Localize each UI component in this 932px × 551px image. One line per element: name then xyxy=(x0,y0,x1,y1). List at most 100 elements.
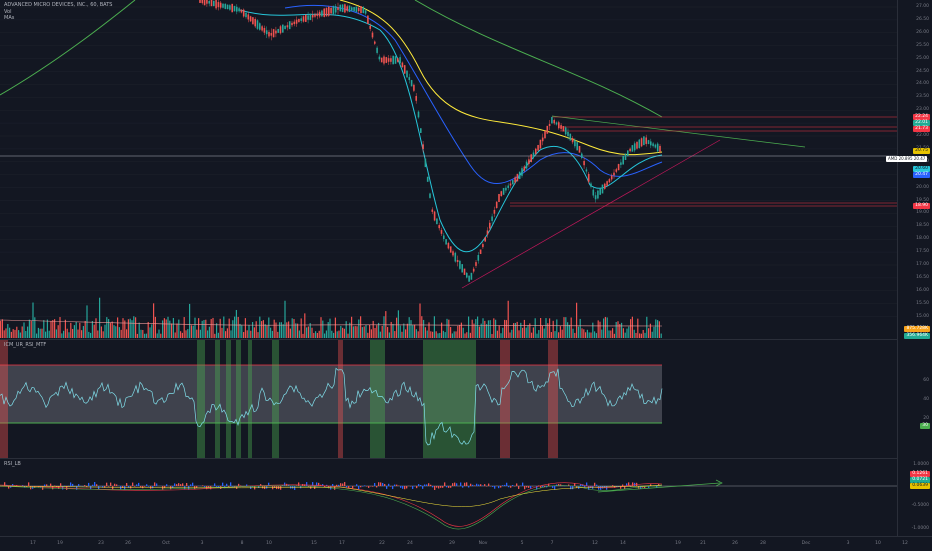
lb-histogram-bar xyxy=(294,486,295,490)
volume-bar xyxy=(540,318,541,338)
candle-body xyxy=(597,191,599,199)
lb-histogram-bar xyxy=(166,484,167,486)
volume-bar xyxy=(553,321,554,338)
price-tick: 25.00 xyxy=(916,56,929,61)
price-chart[interactable] xyxy=(0,0,898,339)
volume-bar xyxy=(40,329,41,338)
candle-body xyxy=(450,246,452,252)
rsi-pane[interactable]: ICM_UR_RSI_MTF xyxy=(0,340,898,458)
volume-bar xyxy=(394,331,395,338)
rsi-highlight xyxy=(197,340,205,458)
volume-bar xyxy=(538,330,539,338)
time-label: 29 xyxy=(449,541,455,546)
volume-bar xyxy=(652,332,653,338)
volume-bar xyxy=(115,326,116,338)
volume-bar xyxy=(22,326,23,338)
rsi-highlight xyxy=(226,340,231,458)
volume-bar xyxy=(189,304,190,338)
time-label: Nov xyxy=(479,541,488,546)
volume-bar xyxy=(74,325,75,338)
volume-bar xyxy=(149,327,150,338)
rsi-highlight xyxy=(370,340,385,458)
ma-indicator-label[interactable]: MAs xyxy=(4,15,112,22)
candle-body xyxy=(579,146,581,153)
volume-bar xyxy=(518,330,519,338)
volume-bar xyxy=(196,330,197,338)
price-tick: 26.50 xyxy=(916,17,929,22)
candle-body xyxy=(319,12,321,17)
lb-histogram-bar xyxy=(396,485,397,486)
candle-body xyxy=(466,273,468,278)
volume-bar xyxy=(369,325,370,338)
price-tick: 15.00 xyxy=(916,314,929,319)
volume-bar xyxy=(72,329,73,338)
volume-bar xyxy=(437,333,438,338)
volume-bar xyxy=(479,327,480,338)
candle-body xyxy=(220,3,222,8)
candle-body xyxy=(365,10,367,13)
lb-histogram-bar xyxy=(542,486,543,487)
lb-histogram-bar xyxy=(238,484,239,486)
volume-bar xyxy=(365,325,366,338)
volume-bar xyxy=(346,321,347,338)
candle-body xyxy=(650,141,652,145)
lb-histogram-bar xyxy=(612,485,613,486)
candle-body xyxy=(268,32,270,37)
volume-bar xyxy=(162,320,163,338)
volume-bar xyxy=(49,331,50,338)
rsi-chart[interactable] xyxy=(0,340,898,458)
candle-body xyxy=(448,243,450,248)
lb-histogram-bar xyxy=(518,486,519,489)
volume-bar xyxy=(616,322,617,338)
volume-bar xyxy=(351,317,352,338)
symbol-label[interactable]: ADVANCED MICRO DEVICES, INC., 60, BATS xyxy=(4,2,112,9)
candle-body xyxy=(261,26,263,30)
volume-bar xyxy=(7,324,8,338)
candle-body xyxy=(275,31,277,34)
volume-bar xyxy=(194,318,195,338)
price-pane[interactable]: ADVANCED MICRO DEVICES, INC., 60, BATS V… xyxy=(0,0,898,339)
volume-bar xyxy=(445,332,446,338)
candle-body xyxy=(264,28,266,33)
lb-indicator-label[interactable]: RSI_LB xyxy=(4,461,21,468)
candle-body xyxy=(514,177,516,182)
volume-bar xyxy=(146,334,147,338)
rsi-indicator-label[interactable]: ICM_UR_RSI_MTF xyxy=(4,342,46,349)
candle-body xyxy=(434,212,436,221)
candle-body xyxy=(250,16,252,21)
volume-bar xyxy=(227,328,228,338)
lb-chart[interactable] xyxy=(0,459,898,536)
lb-histogram-bar xyxy=(456,483,457,486)
candle-body xyxy=(289,21,291,29)
volume-bar xyxy=(94,325,95,338)
candles xyxy=(199,0,661,282)
candle-body xyxy=(291,23,293,25)
volume-bar xyxy=(13,329,14,338)
volume-bar xyxy=(205,320,206,338)
candle-body xyxy=(252,17,254,24)
candle-body xyxy=(438,225,440,228)
volume-bar xyxy=(212,318,213,338)
lb-histogram-bar xyxy=(516,483,517,486)
lb-pane[interactable]: RSI_LB xyxy=(0,459,898,536)
volume-bar xyxy=(565,317,566,338)
volume-bar xyxy=(344,329,345,338)
volume-bar xyxy=(331,331,332,338)
volume-bar xyxy=(477,317,478,338)
volume-bar xyxy=(657,320,658,338)
volume-bar xyxy=(639,333,640,338)
candle-body xyxy=(392,56,394,65)
volume-bar xyxy=(641,334,642,338)
candle-body xyxy=(604,184,606,189)
rsi-highlight xyxy=(248,340,252,458)
lb-histogram-bar xyxy=(342,484,343,486)
volume-bar xyxy=(646,317,647,338)
volume-bar xyxy=(416,329,417,338)
lb-histogram-bar xyxy=(240,485,241,486)
candle-body xyxy=(533,153,535,157)
volume-bar xyxy=(139,323,140,338)
volume-bar xyxy=(155,317,156,338)
volume-bar xyxy=(297,324,298,338)
